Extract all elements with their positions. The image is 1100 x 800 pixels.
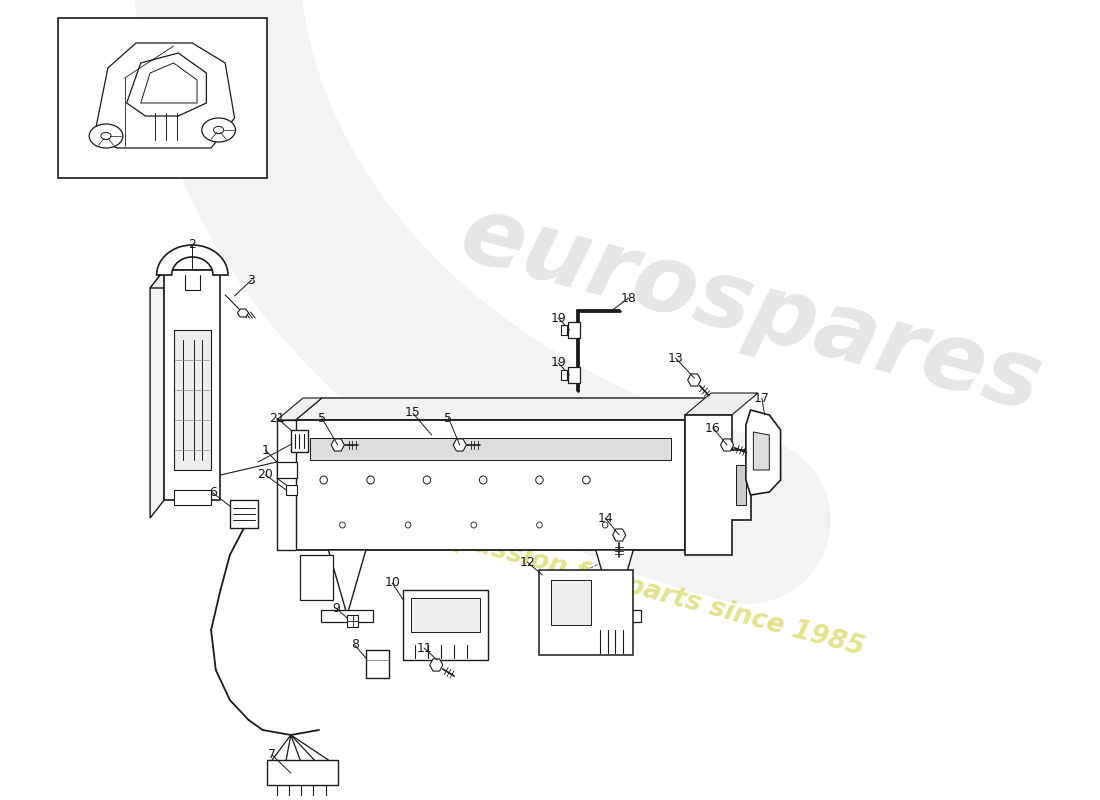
Polygon shape bbox=[238, 309, 249, 317]
Polygon shape bbox=[561, 325, 566, 335]
Polygon shape bbox=[321, 610, 373, 622]
Text: 21: 21 bbox=[268, 411, 285, 425]
Polygon shape bbox=[296, 398, 712, 420]
Polygon shape bbox=[430, 659, 443, 671]
Text: 19: 19 bbox=[550, 357, 566, 370]
Text: 10: 10 bbox=[384, 577, 400, 590]
Text: 16: 16 bbox=[705, 422, 720, 434]
Polygon shape bbox=[561, 370, 566, 380]
Circle shape bbox=[424, 476, 430, 484]
Polygon shape bbox=[737, 465, 746, 505]
Polygon shape bbox=[551, 580, 591, 625]
Polygon shape bbox=[277, 420, 296, 550]
Ellipse shape bbox=[201, 118, 235, 142]
Text: 17: 17 bbox=[754, 391, 770, 405]
Polygon shape bbox=[290, 430, 308, 452]
Polygon shape bbox=[126, 53, 207, 116]
Ellipse shape bbox=[213, 126, 223, 134]
Text: 11: 11 bbox=[416, 642, 432, 654]
Polygon shape bbox=[329, 550, 366, 615]
Polygon shape bbox=[685, 415, 750, 555]
Polygon shape bbox=[568, 367, 580, 383]
Polygon shape bbox=[539, 570, 634, 655]
Text: 8: 8 bbox=[351, 638, 359, 651]
Circle shape bbox=[603, 522, 608, 528]
Polygon shape bbox=[453, 439, 466, 451]
Polygon shape bbox=[164, 270, 220, 500]
Text: 19: 19 bbox=[550, 311, 566, 325]
Polygon shape bbox=[300, 555, 333, 600]
Polygon shape bbox=[150, 270, 220, 288]
Text: 20: 20 bbox=[257, 469, 274, 482]
Polygon shape bbox=[613, 529, 626, 541]
Polygon shape bbox=[568, 322, 580, 338]
Ellipse shape bbox=[101, 132, 111, 139]
Polygon shape bbox=[366, 650, 389, 678]
Polygon shape bbox=[411, 598, 481, 632]
Circle shape bbox=[320, 476, 328, 484]
Text: 5: 5 bbox=[318, 411, 326, 425]
Text: 7: 7 bbox=[268, 749, 276, 762]
Text: 5: 5 bbox=[444, 411, 452, 425]
Polygon shape bbox=[404, 590, 488, 660]
Polygon shape bbox=[277, 462, 297, 478]
Text: 1: 1 bbox=[262, 443, 270, 457]
Polygon shape bbox=[746, 410, 781, 495]
Circle shape bbox=[583, 476, 590, 484]
Circle shape bbox=[340, 522, 345, 528]
Text: 9: 9 bbox=[332, 602, 340, 614]
Text: 6: 6 bbox=[209, 486, 217, 499]
Polygon shape bbox=[596, 550, 634, 615]
Polygon shape bbox=[688, 374, 701, 386]
Polygon shape bbox=[156, 245, 228, 275]
Circle shape bbox=[537, 522, 542, 528]
Text: 2: 2 bbox=[188, 238, 196, 251]
Polygon shape bbox=[150, 270, 164, 518]
Polygon shape bbox=[277, 398, 322, 420]
Polygon shape bbox=[174, 330, 211, 470]
Polygon shape bbox=[94, 43, 234, 148]
Polygon shape bbox=[267, 760, 338, 785]
Circle shape bbox=[536, 476, 543, 484]
Text: eurospares: eurospares bbox=[450, 188, 1050, 432]
Polygon shape bbox=[754, 432, 769, 470]
Text: a passion for parts since 1985: a passion for parts since 1985 bbox=[428, 519, 867, 661]
Circle shape bbox=[405, 522, 411, 528]
Polygon shape bbox=[348, 615, 359, 627]
Circle shape bbox=[471, 522, 476, 528]
Text: 15: 15 bbox=[405, 406, 420, 419]
Text: 3: 3 bbox=[248, 274, 255, 286]
Polygon shape bbox=[720, 439, 734, 451]
Polygon shape bbox=[309, 438, 671, 460]
Text: 18: 18 bbox=[620, 291, 637, 305]
Polygon shape bbox=[588, 610, 641, 622]
Polygon shape bbox=[296, 420, 685, 550]
Polygon shape bbox=[286, 485, 297, 495]
Text: 12: 12 bbox=[519, 555, 535, 569]
Polygon shape bbox=[331, 439, 344, 451]
Polygon shape bbox=[685, 393, 758, 415]
Polygon shape bbox=[141, 63, 197, 103]
Polygon shape bbox=[230, 500, 258, 528]
Ellipse shape bbox=[89, 124, 123, 148]
Polygon shape bbox=[58, 18, 267, 178]
Polygon shape bbox=[685, 398, 712, 550]
Polygon shape bbox=[174, 490, 211, 505]
Text: 13: 13 bbox=[668, 351, 683, 365]
Circle shape bbox=[480, 476, 487, 484]
Text: 14: 14 bbox=[597, 511, 613, 525]
Circle shape bbox=[366, 476, 374, 484]
